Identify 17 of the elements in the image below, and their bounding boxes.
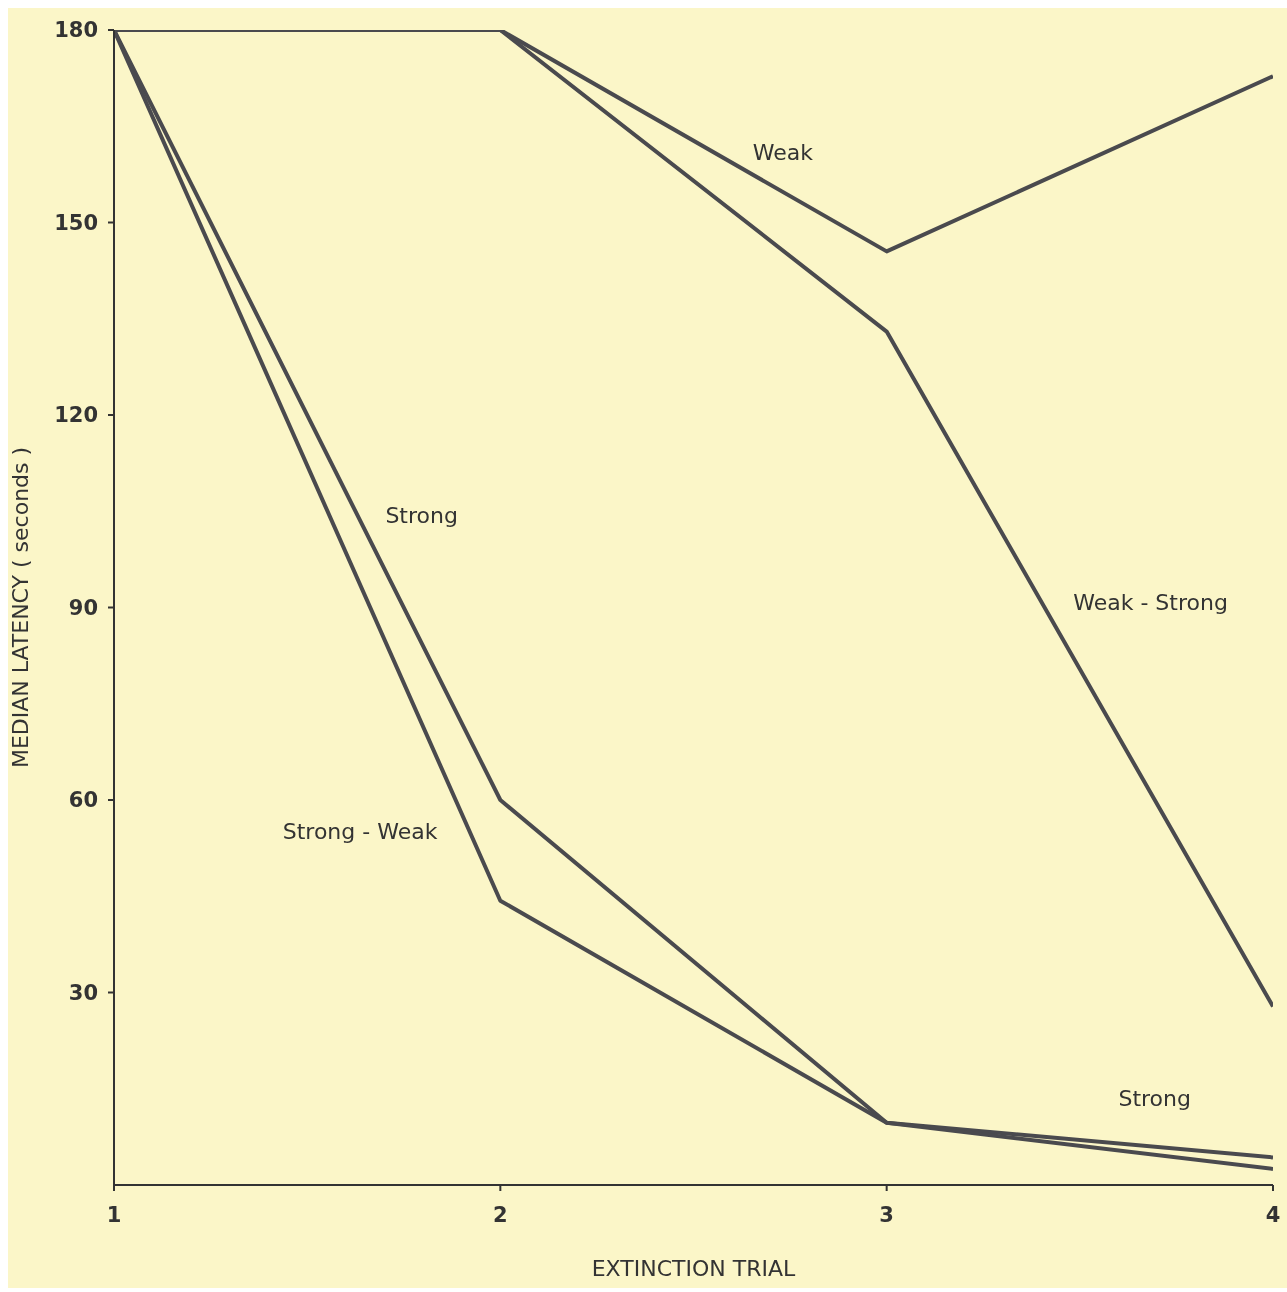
x-tick-label: 3 <box>879 1202 894 1227</box>
series-label: Weak <box>752 139 814 165</box>
y-tick-label: 150 <box>54 210 98 235</box>
text: Strong <box>1118 1085 1191 1111</box>
series-label: Weak - Strong <box>1073 589 1228 615</box>
x-tick-label: 4 <box>1265 1202 1281 1227</box>
series-label: Strong - Weak <box>282 819 438 845</box>
x-tick-label: 2 <box>493 1202 508 1227</box>
series-label: Strong <box>385 503 458 529</box>
y-tick-label: 90 <box>68 595 98 620</box>
x-tick-label: 1 <box>106 1202 122 1227</box>
y-tick-label: 180 <box>54 18 98 43</box>
y-tick-label: 60 <box>68 788 98 813</box>
y-axis-title: MEDIAN LATENCY ( seconds ) <box>7 446 33 769</box>
y-tick-label: 30 <box>68 980 98 1005</box>
x-axis-title: EXTINCTION TRIAL <box>591 1256 797 1281</box>
y-tick-label: 120 <box>54 403 98 428</box>
